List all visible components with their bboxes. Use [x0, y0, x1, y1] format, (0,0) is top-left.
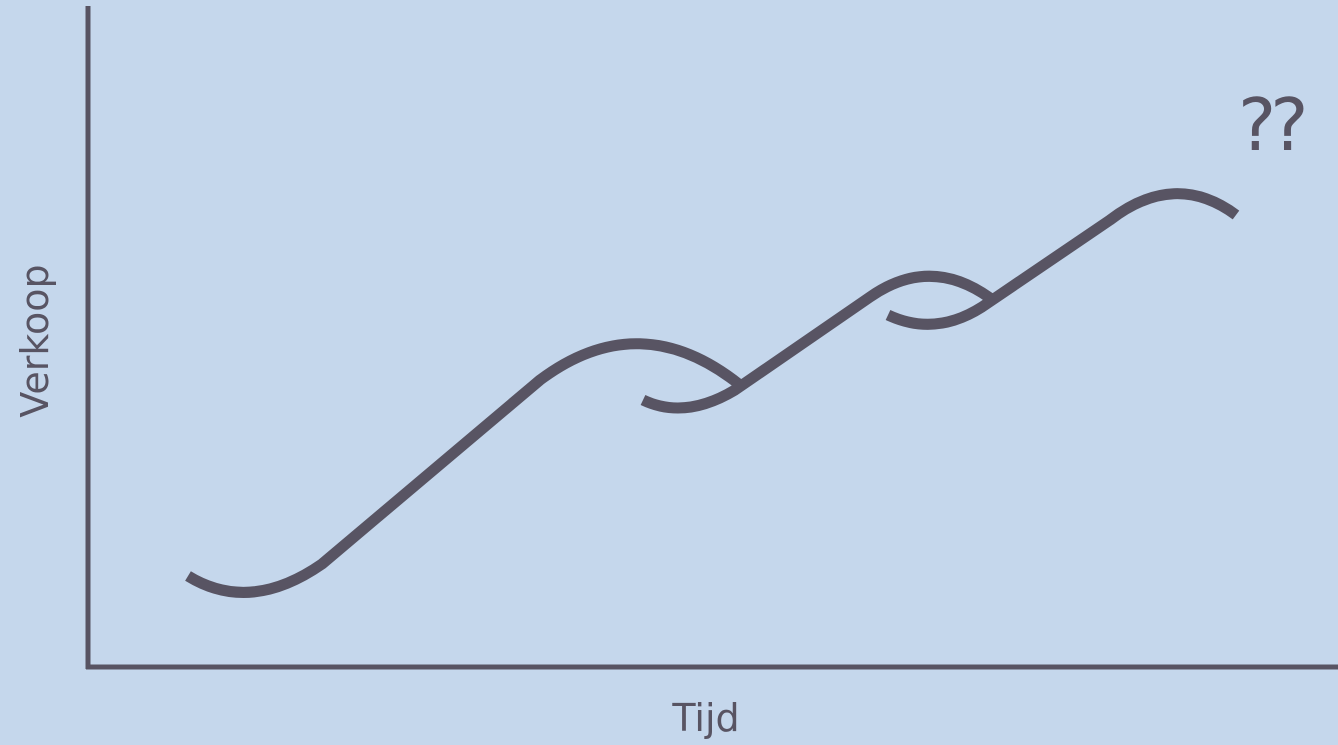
y-axis-label: Verkoop: [13, 264, 57, 417]
x-axis-label: Tijd: [671, 696, 739, 740]
growth-curve-stage-1: [185, 338, 744, 598]
growth-curve-stage-3: [885, 188, 1240, 330]
question-marks: ??: [1238, 83, 1304, 167]
growth-curve-stage-2: [640, 270, 994, 414]
